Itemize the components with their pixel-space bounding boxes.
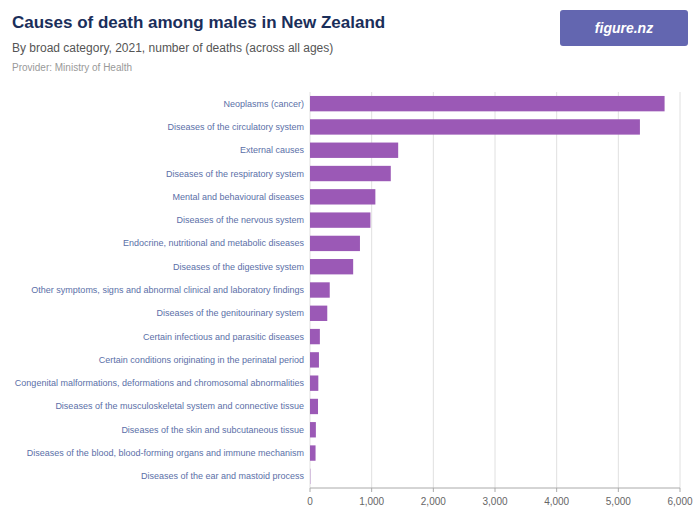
bar (310, 236, 360, 251)
logo-box (560, 10, 688, 46)
category-label: Neoplasms (cancer) (223, 99, 304, 109)
category-label: Diseases of the genitourinary system (156, 308, 304, 318)
bar (310, 469, 311, 484)
category-label: Other symptoms, signs and abnormal clini… (31, 285, 304, 295)
logo: figure.nz (560, 10, 688, 46)
tick-mark (433, 488, 434, 492)
grid-line (680, 92, 681, 488)
title: Causes of death among males in New Zeala… (12, 13, 385, 32)
grid-line (433, 92, 434, 488)
bar (310, 189, 375, 204)
category-label: Endocrine, nutritional and metabolic dis… (123, 238, 305, 248)
grid (310, 92, 680, 488)
tick-mark (618, 488, 619, 492)
grid-line (556, 92, 557, 488)
category-label: Diseases of the circulatory system (167, 122, 304, 132)
tick-mark (310, 488, 311, 492)
category-label: Mental and behavioural diseases (172, 192, 304, 202)
bar (310, 329, 320, 344)
tick-mark (556, 488, 557, 492)
grid-line (618, 92, 619, 488)
tick-label: 5,000 (606, 496, 631, 507)
bar (310, 399, 318, 414)
bar (310, 306, 327, 321)
bar (310, 166, 391, 181)
tick-mark (495, 488, 496, 492)
category-label: External causes (240, 145, 305, 155)
tick-label: 1,000 (359, 496, 384, 507)
category-label: Diseases of the nervous system (176, 215, 304, 225)
bar (310, 212, 370, 227)
x-axis: 0 1,000 2,000 3,000 4,000 5,000 6,000 (307, 488, 693, 507)
bar (310, 282, 330, 297)
tick-label: 2,000 (421, 496, 446, 507)
category-label: Diseases of the blood, blood-forming org… (27, 448, 304, 458)
category-label: Congenital malformations, deformations a… (15, 378, 305, 388)
category-label: Diseases of the skin and subcutaneous ti… (121, 425, 304, 435)
subtitle: By broad category, 2021, number of death… (12, 41, 333, 55)
category-label: Certain conditions originating in the pe… (99, 355, 304, 365)
bar (310, 352, 319, 367)
bar (310, 259, 353, 274)
grid-line (495, 92, 496, 488)
background (0, 0, 700, 525)
chart: Causes of death among males in New Zeala… (0, 0, 700, 525)
bar (310, 375, 318, 390)
category-label: Diseases of the ear and mastoid process (141, 471, 305, 481)
tick-label: 3,000 (482, 496, 507, 507)
y-axis-labels: Neoplasms (cancer) Diseases of the circul… (15, 99, 305, 482)
bar (310, 143, 398, 158)
category-label: Certain infectious and parasitic disease… (143, 332, 305, 342)
provider: Provider: Ministry of Health (12, 62, 132, 73)
category-label: Diseases of the respiratory system (166, 169, 304, 179)
tick-label: 4,000 (544, 496, 569, 507)
tick-label: 0 (307, 496, 313, 507)
category-label: Diseases of the musculoskeletal system a… (55, 401, 304, 411)
bars (310, 96, 665, 484)
bar (310, 96, 665, 111)
bar (310, 422, 316, 437)
x-axis-line (310, 488, 680, 489)
tick-label: 6,000 (667, 496, 692, 507)
bar (310, 119, 640, 134)
tick-mark (371, 488, 372, 492)
bar (310, 445, 316, 460)
category-label: Diseases of the digestive system (173, 262, 304, 272)
tick-mark (680, 488, 681, 492)
logo-text: figure.nz (595, 20, 653, 36)
